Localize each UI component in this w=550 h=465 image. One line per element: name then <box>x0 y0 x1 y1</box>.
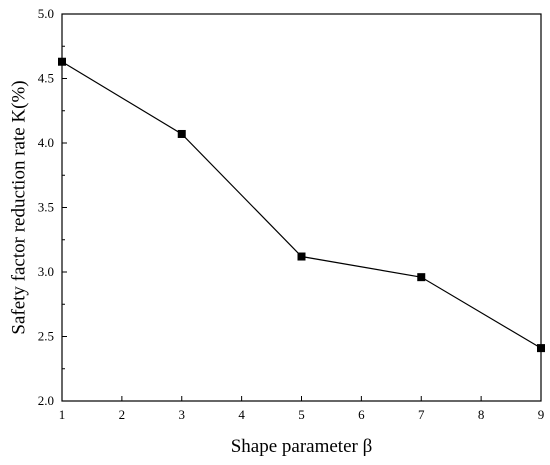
x-tick-label: 7 <box>418 407 425 422</box>
x-tick-label: 1 <box>59 407 66 422</box>
plot-border <box>61 13 542 402</box>
y-tick-label: 5.0 <box>38 6 54 21</box>
x-tick-label: 6 <box>358 407 365 422</box>
y-tick-label: 3.5 <box>38 200 54 215</box>
data-point-marker <box>537 344 545 353</box>
x-tick-label: 5 <box>298 407 305 422</box>
series-line <box>61 61 542 349</box>
x-tick-label: 8 <box>478 407 485 422</box>
data-point-marker <box>58 57 66 66</box>
series-layer <box>58 57 545 353</box>
y-tick-label: 4.0 <box>38 135 54 150</box>
data-point-marker <box>417 273 426 282</box>
data-point-marker <box>297 252 306 261</box>
x-tick-label: 9 <box>538 407 545 422</box>
y-tick-label: 2.5 <box>38 329 54 344</box>
x-tick-label: 2 <box>119 407 126 422</box>
y-tick-label: 3.0 <box>38 264 54 279</box>
x-tick-label: 4 <box>238 407 245 422</box>
data-point-marker <box>177 129 186 138</box>
y-tick-label: 4.5 <box>38 71 54 86</box>
y-axis-ticks: 2.0 2.5 3.0 3.5 4.0 4.5 5.0 <box>38 6 67 408</box>
x-tick-label: 3 <box>179 407 186 422</box>
y-axis-title: Safety factor reduction rate K(%) <box>8 80 29 334</box>
y-tick-label: 2.0 <box>38 393 54 408</box>
plot-frame <box>61 13 542 402</box>
x-axis-title: Shape parameter β <box>231 436 373 457</box>
x-axis-ticks: 1 2 3 4 5 6 7 8 9 <box>59 396 545 422</box>
